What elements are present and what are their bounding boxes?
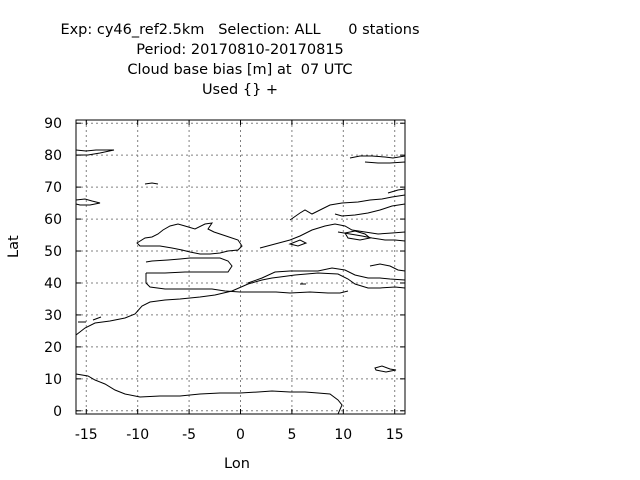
coastline-greenland [75, 149, 115, 156]
y-tick-label: 30 [44, 308, 62, 324]
coastline-madeira [92, 316, 102, 321]
coastline-jan-mayen [144, 182, 159, 185]
title-period: Period: 20170810-20170815 [136, 42, 344, 58]
coastline-southern-europe [247, 267, 406, 284]
y-tick-label: 70 [44, 180, 62, 196]
coastline-mediterranean-north [145, 257, 233, 274]
x-tick-label: 5 [287, 427, 296, 443]
axis-ticks [76, 120, 405, 414]
coastline-iceland [75, 198, 101, 206]
x-tick-labels: -15 -10 -5 0 5 10 15 [75, 427, 404, 443]
coastline-novaya-zemlya [387, 188, 406, 194]
y-tick-labels: 0 10 20 30 40 50 60 70 80 90 [44, 116, 62, 420]
x-tick-label: 15 [386, 427, 404, 443]
x-tick-label: -15 [75, 427, 98, 443]
coastline-baltic [289, 194, 406, 221]
coastline-finland [337, 231, 406, 242]
coastline-scandinavia-north [334, 203, 406, 217]
coastlines [75, 149, 406, 415]
plot-frame [75, 119, 406, 415]
y-tick-label: 50 [44, 244, 62, 260]
coastline-svalbard [349, 155, 406, 159]
y-tick-label: 90 [44, 116, 62, 132]
x-tick-label: -5 [182, 427, 196, 443]
x-tick-label: -10 [126, 427, 149, 443]
x-axis-label: Lon [224, 456, 250, 472]
coastline-danish [288, 239, 308, 247]
grid-lines [76, 120, 405, 414]
y-tick-label: 20 [44, 340, 62, 356]
coastline-africa-north [75, 272, 406, 336]
y-tick-label: 80 [44, 148, 62, 164]
y-tick-label: 60 [44, 212, 62, 228]
coastline-lake-chad [374, 365, 397, 373]
coastline-gulf-of-guinea [75, 373, 343, 415]
y-tick-label: 10 [44, 372, 62, 388]
x-tick-label: 10 [334, 427, 352, 443]
y-axis-label: Lat [6, 235, 22, 258]
title-variable: Cloud base bias [m] at 07 UTC [127, 62, 353, 78]
y-tick-label: 40 [44, 276, 62, 292]
coastline-black-sea [369, 263, 406, 272]
coastline-baltic-islands [344, 230, 372, 241]
x-tick-label: 0 [236, 427, 245, 443]
coastline-franz-josef [364, 161, 406, 164]
coastline-iberia [145, 273, 349, 294]
title-experiment: Exp: cy46_ref2.5km Selection: ALL 0 stat… [60, 22, 420, 38]
coastline-scandinavia-south [259, 223, 406, 249]
coastline-british-isles [136, 222, 243, 255]
title-used: Used {} + [201, 82, 279, 98]
y-tick-label: 0 [53, 404, 62, 420]
